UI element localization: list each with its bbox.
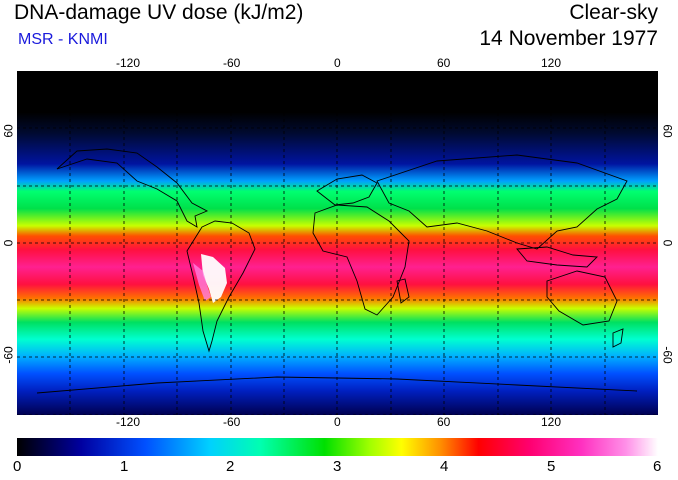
new-zealand-coast [612, 328, 624, 348]
lat-tick-left-minus60: -60 [1, 346, 16, 364]
uv-peak-region [201, 254, 227, 303]
australia-coast [546, 270, 618, 326]
source-label: MSR - KNMI [18, 31, 108, 48]
madagascar-coast [396, 278, 410, 304]
colorbar-label-6: 6 [653, 458, 662, 475]
lon-tick-top-minus120: -120 [116, 56, 141, 70]
colorbar-label-1: 1 [120, 458, 129, 475]
sky-condition-label: Clear-sky [569, 1, 658, 24]
arctic-dark-region [17, 71, 658, 111]
asia-coast [376, 154, 628, 250]
lat-tick-right-60: 60 [660, 124, 675, 138]
lon-tick-top-minus60: -60 [223, 56, 241, 70]
lon-tick-bottom-60: 60 [437, 415, 451, 429]
uv-high-region [193, 263, 211, 301]
lon-tick-bottom-120: 120 [541, 415, 562, 429]
north-america-coast [56, 148, 209, 228]
lon-tick-bottom-0: 0 [334, 415, 341, 429]
uv-dose-map [17, 71, 658, 415]
lon-tick-top-0: 0 [334, 56, 341, 70]
south-america-coast [186, 220, 256, 353]
colorbar-label-5: 5 [547, 458, 556, 475]
uv-dose-colorbar [17, 438, 658, 456]
lat-tick-right-minus60: -60 [660, 346, 675, 364]
graticule [17, 71, 658, 415]
lat-tick-left-0: 0 [1, 239, 16, 247]
colorbar-label-0: 0 [13, 458, 22, 475]
map-title: DNA-damage UV dose (kJ/m2) [14, 1, 304, 24]
lat-tick-right-0: 0 [660, 239, 675, 247]
lat-tick-left-60: 60 [1, 124, 16, 138]
indonesia-coast [516, 246, 599, 268]
colorbar-label-3: 3 [333, 458, 342, 475]
lon-tick-top-60: 60 [437, 56, 451, 70]
lon-tick-bottom-minus120: -120 [116, 415, 141, 429]
colorbar-label-2: 2 [226, 458, 235, 475]
date-label: 14 November 1977 [479, 27, 658, 50]
lon-tick-top-120: 120 [541, 56, 562, 70]
africa-coast [312, 204, 410, 316]
europe-coast [316, 174, 378, 206]
lon-tick-bottom-minus60: -60 [223, 415, 241, 429]
colorbar-label-4: 4 [440, 458, 449, 475]
